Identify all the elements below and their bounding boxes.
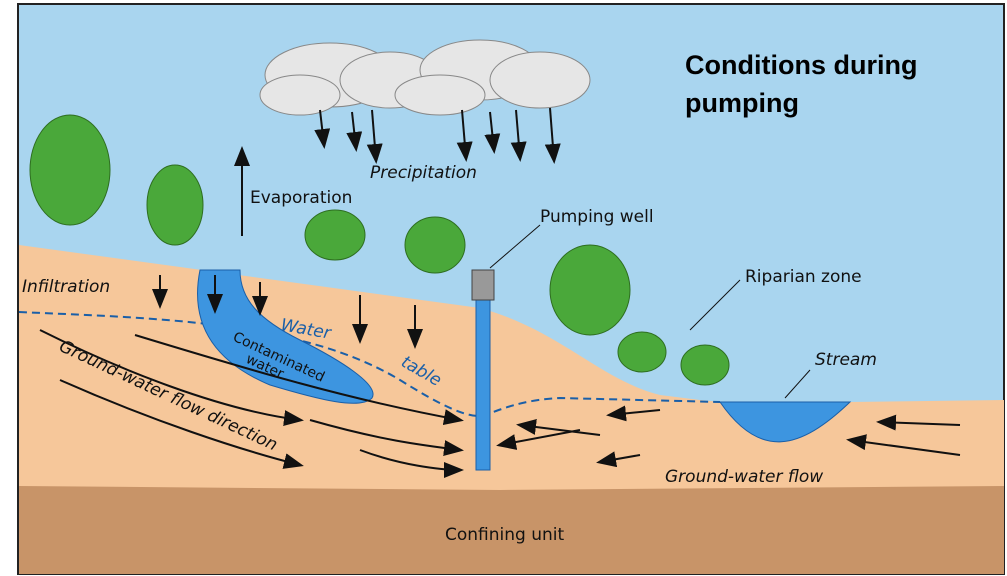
label-infiltration: Infiltration — [22, 277, 110, 297]
label-pumping-well: Pumping well — [540, 207, 654, 227]
label-precipitation: Precipitation — [370, 163, 477, 183]
label-evaporation: Evaporation — [250, 188, 352, 208]
title: Conditions during pumping — [685, 46, 965, 122]
diagram: Precipitation Evaporation Pumping well I… — [0, 0, 1007, 576]
label-stream: Stream — [815, 350, 877, 370]
well-casing — [476, 295, 490, 470]
label-confining-unit: Confining unit — [445, 525, 564, 545]
label-gw-flow: Ground-water flow — [665, 467, 823, 487]
pump — [472, 270, 494, 300]
label-riparian: Riparian zone — [745, 267, 862, 287]
